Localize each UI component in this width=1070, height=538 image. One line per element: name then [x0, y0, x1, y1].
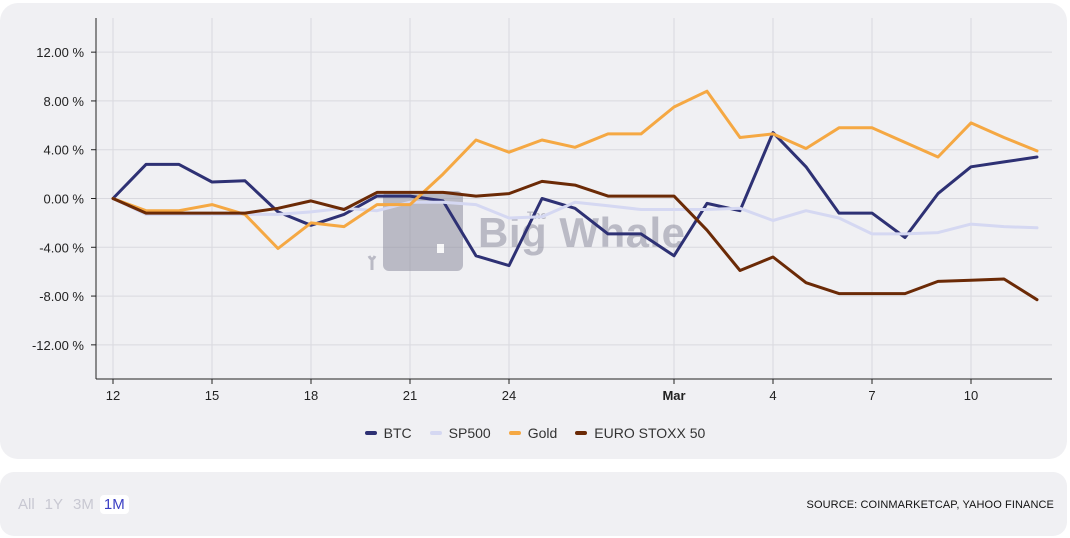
x-tick-label: Mar — [662, 388, 685, 403]
y-tick-label: -12.00 % — [32, 338, 84, 353]
series-line-btc — [111, 131, 1039, 268]
legend-label: BTC — [383, 425, 412, 441]
x-tick-label: 10 — [964, 388, 978, 403]
chart-card — [0, 3, 1067, 459]
series-line-gold — [111, 89, 1039, 250]
legend-item[interactable]: Gold — [508, 425, 558, 441]
legend-item[interactable]: EURO STOXX 50 — [575, 425, 705, 441]
x-axis-labels: 12 15 18 21 24 Mar 4 7 10 — [106, 379, 978, 403]
x-tick-label: 4 — [769, 388, 776, 403]
watermark-eye — [437, 244, 444, 253]
watermark-name-text: Big Whale — [478, 209, 686, 256]
x-tick-label: 7 — [868, 388, 875, 403]
y-tick-label: 12.00 % — [36, 45, 84, 60]
legend-label: Gold — [527, 425, 558, 441]
y-tick-label: 8.00 % — [44, 94, 85, 109]
line-chart: The Big Whale 12.00 %8.00 %4.00 %0.00 %-… — [32, 18, 1052, 403]
chart-grid — [96, 18, 1052, 379]
legend-swatch — [429, 431, 442, 435]
y-tick-label: 0.00 % — [44, 192, 85, 207]
chart-series — [111, 89, 1039, 302]
chart-footer — [0, 472, 1067, 536]
source-note: SOURCE: COINMARKETCAP, YAHOO FINANCE — [806, 499, 1054, 511]
y-axis-labels: 12.00 % 8.00 % 4.00 % 0.00 % -4.00 % -8.00 % -… — [32, 45, 96, 353]
legend-swatch — [364, 431, 377, 435]
range-button-1y[interactable]: 1Y — [44, 496, 64, 513]
series-line-sp500 — [111, 197, 1039, 236]
y-tick-label: -8.00 % — [39, 289, 84, 304]
range-selector: All 1Y 3M 1M — [14, 495, 131, 514]
legend-item[interactable]: BTC — [364, 425, 412, 441]
range-button-3m[interactable]: 3M — [73, 496, 94, 513]
x-tick-label: 12 — [106, 388, 120, 403]
series-line-euro-stoxx-50 — [111, 179, 1039, 302]
legend-label: SP500 — [448, 425, 491, 441]
y-tick-label: -4.00 % — [39, 240, 84, 255]
range-button-all[interactable]: All — [18, 496, 35, 513]
chart-legend: BTC SP500 Gold EURO STOXX 50 — [0, 425, 1070, 441]
x-tick-label: 18 — [304, 388, 318, 403]
x-tick-label: 24 — [502, 388, 516, 403]
x-tick-label: 15 — [205, 388, 219, 403]
watermark-spout-icon — [367, 255, 377, 270]
legend-swatch — [508, 431, 521, 435]
legend-item[interactable]: SP500 — [429, 425, 491, 441]
y-tick-label: 4.00 % — [44, 143, 85, 158]
range-button-1m[interactable]: 1M — [99, 495, 129, 514]
x-tick-label: 21 — [403, 388, 417, 403]
legend-swatch — [575, 431, 588, 435]
legend-label: EURO STOXX 50 — [594, 425, 706, 441]
